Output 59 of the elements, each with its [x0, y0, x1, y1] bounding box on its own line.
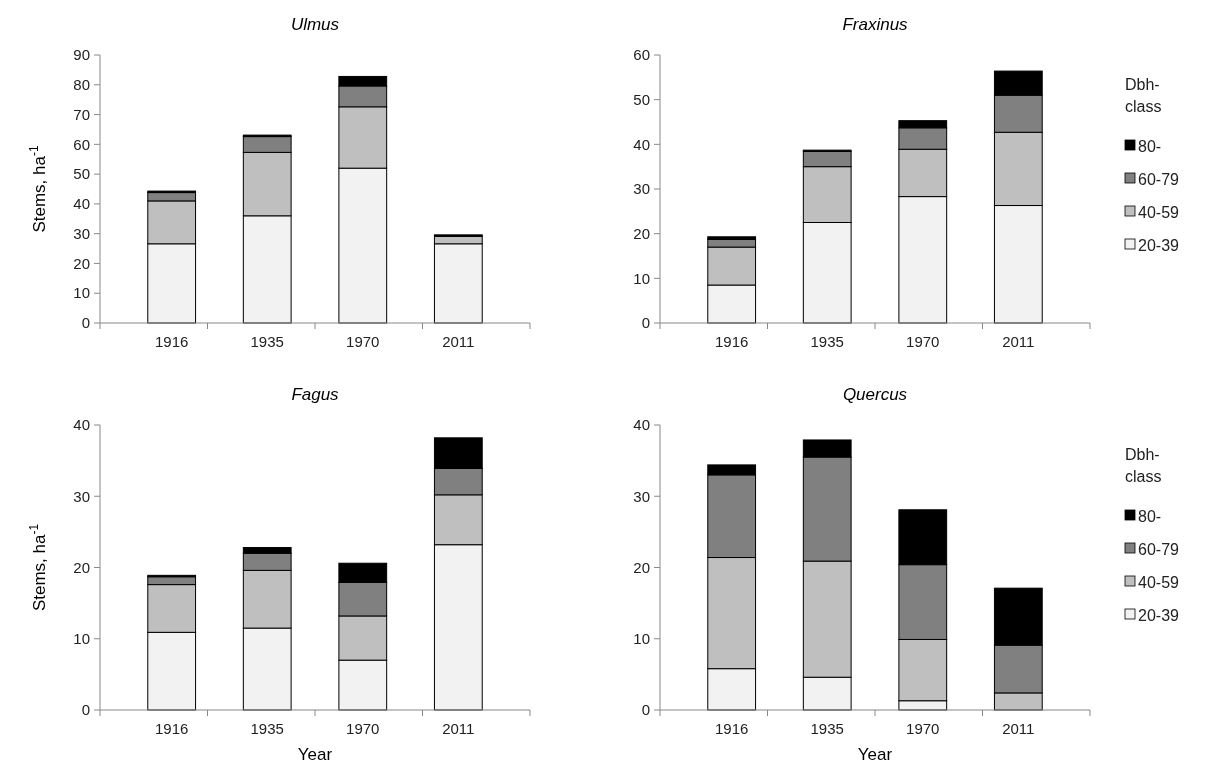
- x-tick-label: 1935: [250, 333, 284, 350]
- legend-title: Dbh-class: [1125, 446, 1162, 485]
- y-tick-label: 0: [641, 314, 650, 332]
- y-tick-label: 60: [73, 135, 90, 153]
- legend-label: 60-79: [1138, 170, 1180, 188]
- y-tick-label: 40: [633, 416, 650, 434]
- y-tick-label: 50: [633, 90, 650, 108]
- legend-label: 40-59: [1138, 203, 1180, 221]
- y-tick-label: 10: [73, 630, 90, 647]
- x-axis-title: Year: [857, 745, 893, 764]
- x-tick-label: 1970: [906, 720, 940, 737]
- y-tick-label: 20: [73, 558, 90, 576]
- x-tick-label: 1935: [250, 720, 284, 737]
- x-tick-label: 1916: [154, 720, 189, 737]
- legend-label: 40-59: [1138, 573, 1180, 591]
- x-tick-label: 1935: [810, 720, 844, 737]
- y-tick-label: 30: [633, 180, 650, 198]
- x-tick-label: 1935: [810, 333, 844, 350]
- chart-title: Ulmus: [290, 15, 340, 34]
- x-tick-label: 2011: [1002, 720, 1035, 737]
- y-tick-label: 10: [633, 269, 650, 287]
- y-tick-label: 30: [633, 487, 650, 505]
- y-tick-label: 80: [73, 76, 90, 94]
- y-tick-label: 40: [73, 195, 90, 213]
- y-tick-label: 0: [81, 701, 90, 719]
- y-tick-label: 10: [73, 284, 90, 302]
- x-tick-label: 1970: [346, 720, 380, 737]
- y-tick-label: 20: [633, 224, 650, 242]
- chart-title: Fagus: [291, 385, 340, 404]
- y-tick-label: 20: [633, 558, 650, 576]
- y-tick-label: 30: [73, 224, 90, 242]
- legend-label: 20-39: [1138, 606, 1180, 624]
- x-tick-label: 1970: [346, 333, 380, 350]
- x-tick-label: 2011: [1002, 333, 1035, 350]
- y-tick-label: 50: [73, 165, 90, 183]
- legend-label: 60-79: [1138, 540, 1180, 558]
- y-tick-label: 90: [73, 46, 90, 64]
- x-tick-label: 1970: [906, 333, 940, 350]
- y-tick-label: 0: [641, 701, 650, 719]
- chart-title: Fraxinus: [842, 15, 909, 34]
- y-tick-label: 10: [633, 630, 650, 647]
- legend-label: 80-: [1138, 137, 1162, 155]
- y-tick-label: 40: [633, 135, 650, 153]
- x-axis-title: Year: [297, 745, 333, 764]
- legend-label: 80-: [1138, 507, 1162, 525]
- y-tick-label: 0: [81, 314, 90, 332]
- x-tick-label: 2011: [442, 720, 475, 737]
- legend-title: Dbh-class: [1125, 76, 1162, 115]
- legend-label: 20-39: [1138, 236, 1180, 254]
- x-tick-label: 1916: [714, 333, 749, 350]
- x-tick-label: 2011: [442, 333, 475, 350]
- y-tick-label: 60: [633, 46, 650, 64]
- y-tick-label: 70: [73, 105, 90, 123]
- y-tick-label: 30: [73, 487, 90, 505]
- chart-title: Quercus: [842, 385, 908, 404]
- x-tick-label: 1916: [154, 333, 189, 350]
- x-tick-label: 1916: [714, 720, 749, 737]
- y-tick-label: 40: [73, 416, 90, 434]
- y-tick-label: 20: [73, 254, 90, 272]
